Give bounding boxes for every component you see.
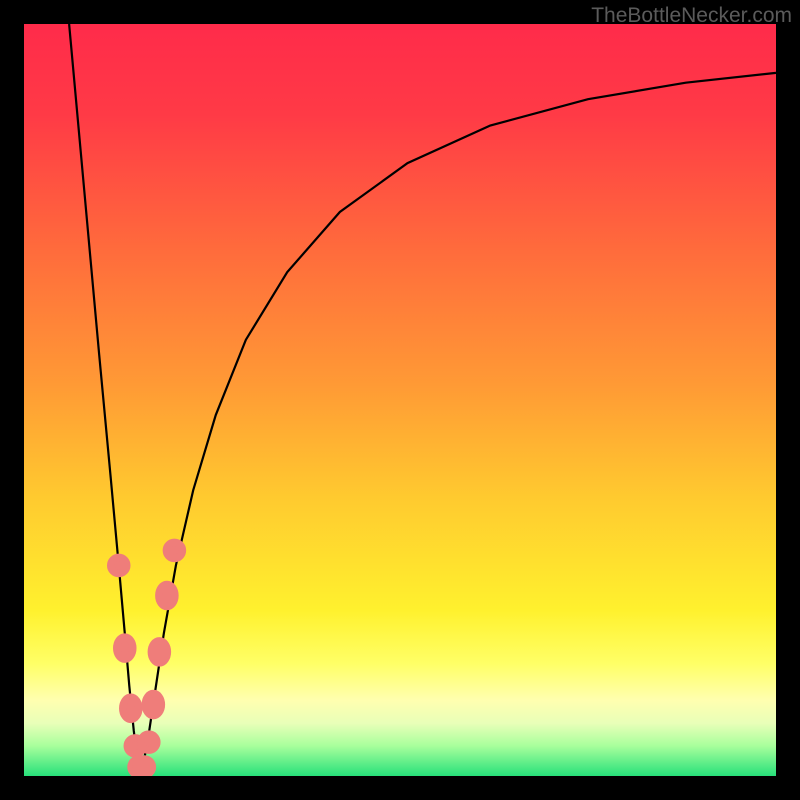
attribution-text: TheBottleNecker.com: [591, 4, 792, 28]
data-marker: [141, 734, 157, 750]
plot-area: [24, 24, 776, 776]
chart-stage: TheBottleNecker.com: [0, 0, 800, 800]
chart-frame: [0, 0, 800, 800]
data-marker: [151, 641, 167, 663]
marker-group: [111, 542, 183, 775]
data-marker: [117, 637, 133, 659]
data-marker: [166, 542, 182, 558]
chart-svg: [24, 24, 776, 776]
data-marker: [145, 694, 161, 716]
bottleneck-curve: [69, 24, 776, 774]
data-marker: [111, 557, 127, 573]
data-marker: [159, 585, 175, 607]
data-marker: [123, 697, 139, 719]
data-marker: [136, 759, 152, 775]
